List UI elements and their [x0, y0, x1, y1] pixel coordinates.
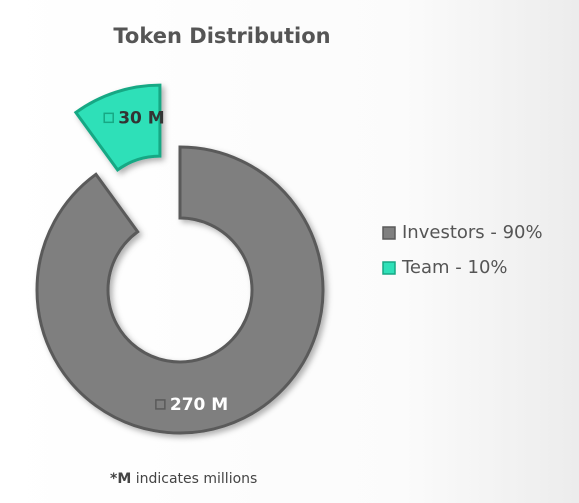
value-label: 30 M: [118, 108, 165, 128]
footnote: *M indicates millions: [110, 471, 257, 487]
value-label: 270 M: [170, 395, 228, 415]
legend-swatch: [382, 226, 396, 240]
footnote-text: indicates millions: [136, 471, 258, 487]
legend-label: Team - 10%: [401, 257, 508, 278]
legend-swatch: [382, 261, 396, 275]
donut-segment: [73, 83, 162, 173]
value-label-key: [155, 399, 166, 410]
donut-segment: [35, 145, 325, 435]
chart-title: Token Distribution: [113, 24, 330, 48]
legend-label: Investors - 90%: [402, 222, 543, 243]
value-label-key: [103, 112, 114, 124]
footnote-mark: *M: [110, 471, 131, 487]
